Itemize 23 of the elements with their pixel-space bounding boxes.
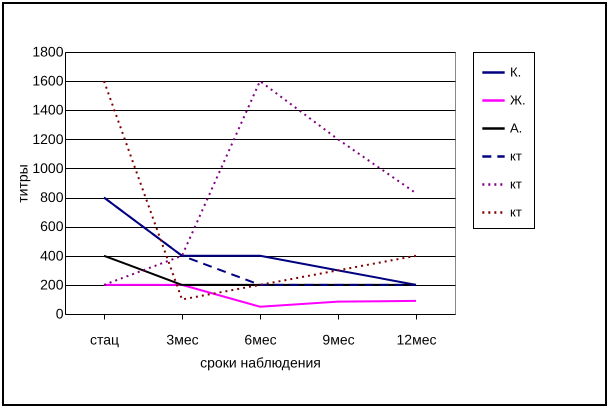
y-tick-label: 0 bbox=[56, 306, 64, 322]
y-tick-label: 600 bbox=[40, 218, 64, 234]
x-axis-title: сроки наблюдения bbox=[200, 354, 321, 370]
y-tick-label: 1400 bbox=[32, 102, 64, 118]
y-axis-title: титры bbox=[14, 164, 30, 203]
legend-label: кт bbox=[510, 204, 522, 220]
y-tick-label: 800 bbox=[40, 189, 64, 206]
y-tick-label: 1200 bbox=[32, 130, 64, 147]
legend-label: К. bbox=[510, 64, 522, 80]
x-tick-label: 12мес bbox=[396, 332, 436, 348]
x-tick-label: 3мес bbox=[166, 332, 199, 348]
x-tick-label: стац bbox=[90, 332, 120, 348]
y-tick-label: 1000 bbox=[32, 160, 64, 176]
legend-label: Ж. bbox=[510, 92, 526, 108]
legend-label: кт bbox=[510, 176, 522, 192]
x-tick-label: 6мес bbox=[244, 332, 277, 348]
x-tick-label: 9мес bbox=[322, 332, 355, 348]
y-tick-label: 400 bbox=[40, 247, 64, 264]
y-tick-label: 1800 bbox=[32, 44, 64, 60]
y-tick-label: 200 bbox=[40, 276, 64, 292]
legend-label: А. bbox=[510, 120, 522, 136]
y-tick-label: 1600 bbox=[32, 72, 64, 89]
legend-label: кт bbox=[510, 148, 522, 164]
